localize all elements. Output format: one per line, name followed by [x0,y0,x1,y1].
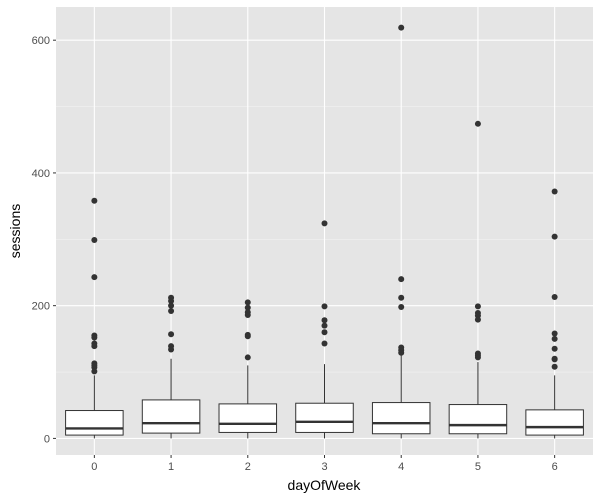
y-tick-label: 400 [32,168,50,180]
box-body [371,402,431,435]
y-tick-label: 200 [32,301,50,313]
box-5 [448,120,508,439]
outlier-point [474,316,481,323]
outlier-point [91,274,98,281]
outlier-point [398,303,405,310]
outlier-point [244,333,251,340]
outlier-point [321,329,328,336]
box-1 [141,294,201,439]
outlier-point [551,188,558,195]
outlier-point [474,120,481,127]
y-tick-label: 600 [32,35,50,47]
outlier-point [321,340,328,347]
outlier-point [91,236,98,243]
outlier-point [321,317,328,324]
outlier-point [551,330,558,337]
outlier-point [551,345,558,352]
outlier-point [244,311,251,318]
x-tick-label: 2 [245,461,251,473]
box-body [141,399,201,434]
box-body [295,402,354,433]
outlier-point [551,233,558,240]
box-3 [295,220,354,439]
outlier-point [91,334,98,341]
box-series [65,24,584,439]
outlier-point [551,363,558,370]
outlier-point [244,304,251,311]
outlier-point [551,335,558,342]
box-2 [218,299,278,439]
outlier-point [168,298,175,305]
x-tick-label: 1 [168,461,174,473]
box-body [525,409,584,436]
y-axis: 0 200 400 600 [32,35,56,445]
outlier-point [321,322,328,329]
outlier-point [551,356,558,363]
x-tick-label: 4 [398,461,404,473]
x-axis: 0 1 2 3 4 5 6 [91,455,558,473]
outlier-point [168,302,175,309]
outlier-point [168,307,175,314]
x-tick-label: 3 [321,461,327,473]
outlier-point [398,349,405,356]
x-axis-title: dayOfWeek [288,477,362,493]
outlier-point [321,220,328,227]
box-4 [371,24,431,439]
box-0 [65,197,124,439]
box-6 [525,188,584,439]
outlier-point [91,197,98,204]
outlier-point [244,354,251,361]
outlier-point [168,331,175,338]
outlier-point [398,276,405,283]
outlier-point [168,346,175,353]
outlier-point [398,24,405,31]
outlier-point [551,294,558,301]
outlier-point [474,303,481,310]
box-body [448,404,508,435]
outlier-point [321,303,328,310]
outlier-point [244,299,251,306]
outlier-point [474,354,481,361]
x-tick-label: 6 [552,461,558,473]
y-tick-label: 0 [44,433,50,445]
box-body [65,410,124,436]
y-axis-title: sessions [7,204,23,258]
x-tick-label: 0 [91,461,97,473]
x-tick-label: 5 [475,461,481,473]
box-body [218,403,278,433]
outlier-point [91,368,98,375]
outlier-point [91,343,98,350]
outlier-point [398,294,405,301]
